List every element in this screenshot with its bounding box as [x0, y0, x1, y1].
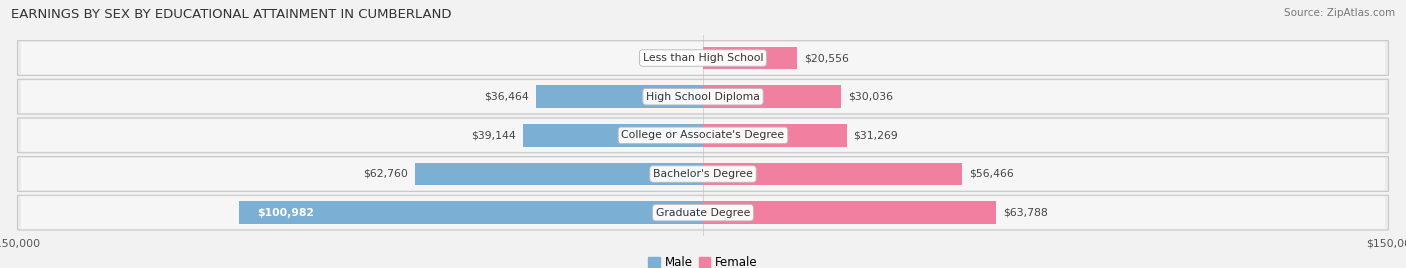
FancyBboxPatch shape [17, 79, 1389, 114]
Text: College or Associate's Degree: College or Associate's Degree [621, 130, 785, 140]
FancyBboxPatch shape [21, 119, 1385, 151]
Bar [415, 163, 703, 185]
Bar [536, 85, 703, 108]
Bar [703, 202, 995, 224]
FancyBboxPatch shape [17, 195, 1389, 230]
Text: $62,760: $62,760 [363, 169, 408, 179]
FancyBboxPatch shape [21, 158, 1385, 190]
Text: Bachelor's Degree: Bachelor's Degree [652, 169, 754, 179]
FancyBboxPatch shape [17, 157, 1389, 191]
FancyBboxPatch shape [21, 196, 1385, 229]
Bar [703, 47, 797, 69]
Text: $0: $0 [710, 53, 724, 63]
Text: Less than High School: Less than High School [643, 53, 763, 63]
Text: $36,464: $36,464 [484, 92, 529, 102]
Text: $56,466: $56,466 [969, 169, 1014, 179]
Bar [239, 202, 703, 224]
FancyBboxPatch shape [21, 42, 1385, 74]
Bar [703, 163, 962, 185]
Bar [703, 85, 841, 108]
Text: $63,788: $63,788 [1002, 208, 1047, 218]
Text: $31,269: $31,269 [853, 130, 898, 140]
Text: $20,556: $20,556 [804, 53, 849, 63]
Text: $100,982: $100,982 [257, 208, 315, 218]
FancyBboxPatch shape [21, 80, 1385, 113]
Text: EARNINGS BY SEX BY EDUCATIONAL ATTAINMENT IN CUMBERLAND: EARNINGS BY SEX BY EDUCATIONAL ATTAINMEN… [11, 8, 451, 21]
FancyBboxPatch shape [17, 41, 1389, 75]
Text: Graduate Degree: Graduate Degree [655, 208, 751, 218]
Text: High School Diploma: High School Diploma [647, 92, 759, 102]
Text: $39,144: $39,144 [471, 130, 516, 140]
Text: $30,036: $30,036 [848, 92, 893, 102]
FancyBboxPatch shape [17, 118, 1389, 153]
Text: Source: ZipAtlas.com: Source: ZipAtlas.com [1284, 8, 1395, 18]
Legend: Male, Female: Male, Female [644, 252, 762, 268]
Bar [523, 124, 703, 147]
Bar [703, 124, 846, 147]
